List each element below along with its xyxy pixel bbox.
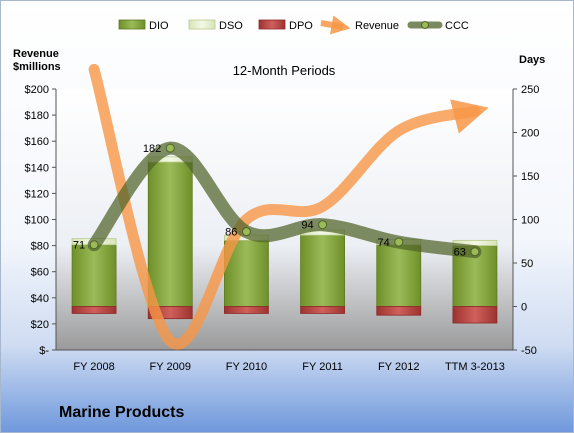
legend-ccc-marker xyxy=(421,21,429,29)
bar-dio xyxy=(147,161,193,307)
bar-dpo xyxy=(71,306,117,314)
left-tick-label: $20 xyxy=(31,319,49,331)
ccc-point xyxy=(165,143,175,153)
bar-dpo xyxy=(376,306,422,316)
left-tick-label: $160 xyxy=(25,136,49,148)
bar-dio xyxy=(71,244,117,307)
ccc-data-label: 74 xyxy=(378,237,390,249)
legend-label-dpo: DPO xyxy=(289,20,313,32)
right-tick-label: 200 xyxy=(521,128,539,140)
bar-dpo xyxy=(300,306,345,314)
ccc-data-label: 182 xyxy=(143,143,161,155)
bar-dpo xyxy=(224,306,269,314)
left-axis-ticks: $- $20 $40 $60 $80 $100 $120 $140 $160 $180 $200 xyxy=(25,84,56,357)
legend-label-dio: DIO xyxy=(149,20,169,32)
left-tick-label: $120 xyxy=(25,188,49,200)
right-tick-label: -50 xyxy=(521,345,537,357)
ccc-data-label: 86 xyxy=(225,227,237,239)
left-axis-title-line2: $millions xyxy=(13,61,61,73)
ccc-point xyxy=(470,247,480,257)
left-tick-label: $80 xyxy=(31,241,49,253)
left-tick-label: $60 xyxy=(31,267,49,279)
ccc-data-label: 63 xyxy=(454,247,466,259)
left-tick-label: $100 xyxy=(25,215,49,227)
bar-dio xyxy=(300,234,345,307)
right-tick-label: 250 xyxy=(521,84,539,96)
ccc-data-label: 94 xyxy=(301,220,313,232)
ccc-data-label: 71 xyxy=(73,240,85,252)
legend-swatch-revenue xyxy=(320,15,351,35)
legend-swatch-dio xyxy=(118,19,146,30)
category-labels: FY 2008 FY 2009 FY 2010 FY 2011 FY 2012 TTM 3… xyxy=(73,361,504,373)
company-name: Marine Products xyxy=(59,404,185,421)
right-tick-label: 0 xyxy=(521,302,527,314)
left-axis-title-line1: Revenue xyxy=(13,48,59,60)
right-axis-title: Days xyxy=(519,54,545,66)
left-tick-label: $40 xyxy=(31,293,49,305)
legend: DIO DSO DPO Revenue CCC xyxy=(118,15,469,35)
category-label: FY 2009 xyxy=(150,361,191,373)
legend-swatch-dpo xyxy=(258,19,286,30)
ccc-point xyxy=(394,237,404,247)
category-label: FY 2008 xyxy=(73,361,114,373)
right-tick-label: 100 xyxy=(521,215,539,227)
category-label: FY 2011 xyxy=(302,361,343,373)
right-tick-label: 50 xyxy=(521,258,533,270)
bar-dio xyxy=(376,244,422,307)
ccc-point xyxy=(89,240,99,250)
ccc-series: 71 182 86 94 74 63 xyxy=(73,141,482,259)
left-tick-label: $180 xyxy=(25,110,49,122)
bar-dpo xyxy=(452,306,498,324)
legend-label-dso: DSO xyxy=(219,20,243,32)
left-tick-label: $- xyxy=(39,345,49,357)
category-label: FY 2010 xyxy=(226,361,267,373)
ccc-point xyxy=(241,227,251,237)
ccc-point xyxy=(318,220,328,230)
legend-label-revenue: Revenue xyxy=(355,20,399,32)
legend-swatch-dso xyxy=(188,19,216,30)
revenue-series xyxy=(88,63,489,350)
legend-label-ccc: CCC xyxy=(445,20,469,32)
left-tick-label: $140 xyxy=(25,162,49,174)
left-tick-label: $200 xyxy=(25,84,49,96)
chart-title: 12-Month Periods xyxy=(233,63,336,78)
revenue-line xyxy=(88,63,489,350)
right-axis-ticks: -50 0 50 100 150 200 250 xyxy=(513,84,539,357)
category-label: FY 2012 xyxy=(378,361,419,373)
right-tick-label: 150 xyxy=(521,171,539,183)
category-label: TTM 3-2013 xyxy=(445,361,505,373)
